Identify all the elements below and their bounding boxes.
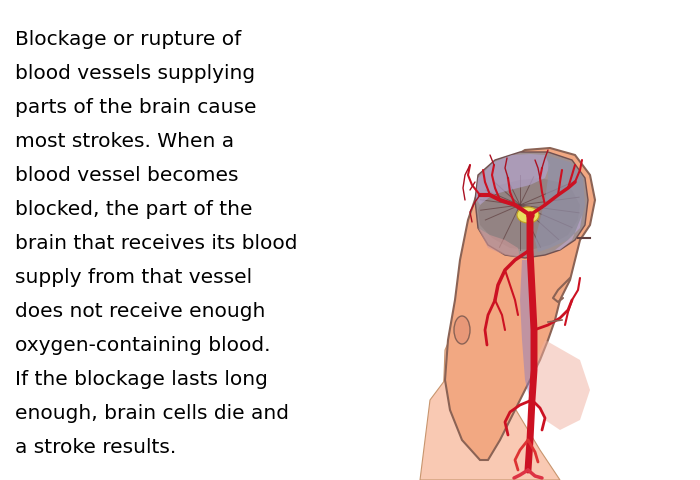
Ellipse shape <box>454 316 470 344</box>
Text: most strokes. When a: most strokes. When a <box>15 132 234 151</box>
Polygon shape <box>478 228 520 258</box>
Polygon shape <box>440 300 530 480</box>
Polygon shape <box>476 154 550 205</box>
Text: supply from that vessel: supply from that vessel <box>15 268 252 287</box>
Text: enough, brain cells die and: enough, brain cells die and <box>15 404 289 423</box>
Text: oxygen-containing blood.: oxygen-containing blood. <box>15 336 270 355</box>
Text: blocked, the part of the: blocked, the part of the <box>15 200 253 219</box>
Polygon shape <box>445 148 595 460</box>
Polygon shape <box>520 260 537 400</box>
Polygon shape <box>475 152 588 258</box>
Text: parts of the brain cause: parts of the brain cause <box>15 98 256 117</box>
Text: Blockage or rupture of: Blockage or rupture of <box>15 30 241 49</box>
Text: brain that receives its blood: brain that receives its blood <box>15 234 297 253</box>
Polygon shape <box>533 340 590 430</box>
Text: a stroke results.: a stroke results. <box>15 438 176 457</box>
Text: If the blockage lasts long: If the blockage lasts long <box>15 370 268 389</box>
Text: blood vessel becomes: blood vessel becomes <box>15 166 239 185</box>
Text: blood vessels supplying: blood vessels supplying <box>15 64 255 83</box>
Polygon shape <box>478 178 580 250</box>
Polygon shape <box>535 155 585 252</box>
Text: does not receive enough: does not receive enough <box>15 302 265 321</box>
Polygon shape <box>420 360 560 480</box>
Ellipse shape <box>517 207 539 223</box>
Polygon shape <box>555 215 582 250</box>
